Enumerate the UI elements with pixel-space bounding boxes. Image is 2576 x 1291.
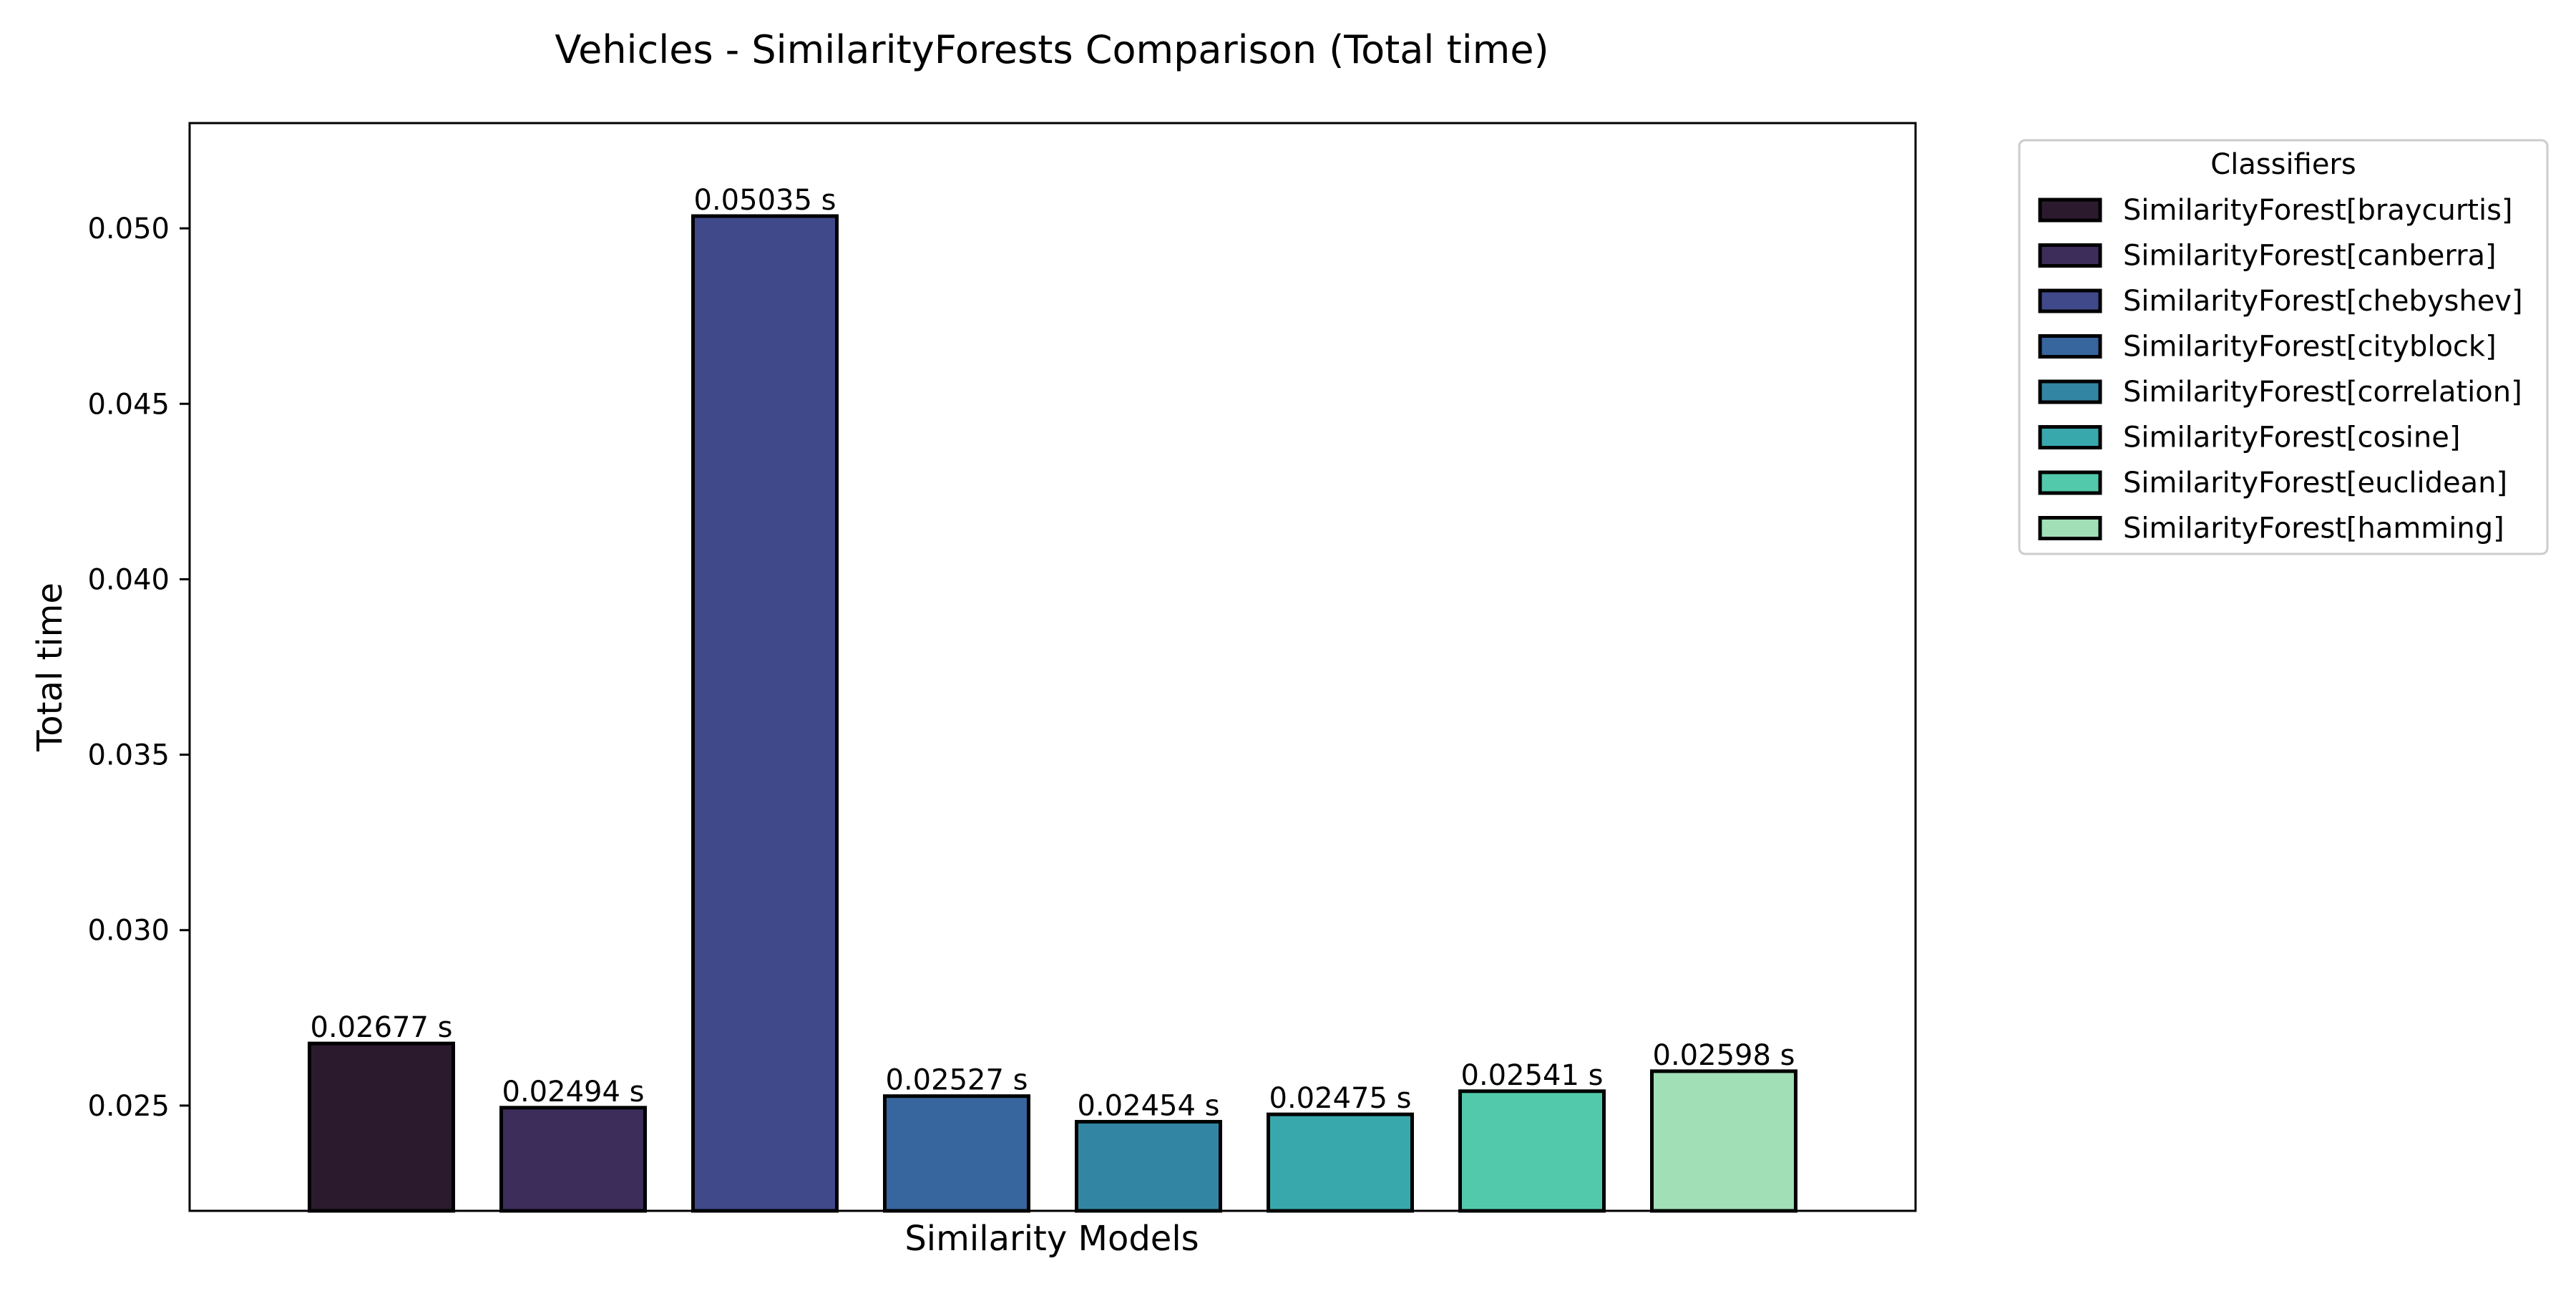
bar-value-label: 0.02454 s <box>1078 1089 1220 1122</box>
y-tick-label: 0.045 <box>87 388 170 421</box>
bar <box>883 1094 1030 1213</box>
plot-area-frame <box>188 122 1917 1212</box>
legend-label: SimilarityForest[canberra] <box>2123 240 2497 273</box>
legend-frame <box>2018 139 2549 555</box>
legend-label: SimilarityForest[cosine] <box>2123 422 2460 454</box>
bar-value-label: 0.05035 s <box>694 184 836 217</box>
chart-title: Vehicles - SimilarityForests Comparison … <box>555 27 1548 72</box>
y-tick-label: 0.050 <box>87 213 170 245</box>
x-axis-label: Similarity Models <box>904 1219 1199 1259</box>
bar-value-label: 0.02598 s <box>1653 1039 1795 1072</box>
legend-swatch <box>2038 516 2102 540</box>
bar-value-label: 0.02494 s <box>502 1076 645 1109</box>
bar-value-label: 0.02475 s <box>1269 1082 1412 1115</box>
y-tick-label: 0.035 <box>87 739 170 772</box>
legend-swatch <box>2038 243 2102 268</box>
bars-group <box>308 214 1797 1213</box>
legend-title: Classifiers <box>2210 148 2356 181</box>
legend-swatch <box>2038 334 2102 359</box>
bar <box>308 1041 455 1213</box>
legend-swatch <box>2038 288 2102 313</box>
y-tick-label: 0.040 <box>87 563 170 596</box>
legend-swatch <box>2038 425 2102 449</box>
bar <box>499 1106 647 1213</box>
legend-label: SimilarityForest[chebyshev] <box>2123 285 2523 318</box>
y-axis: 0.025 0.030 0.035 0.040 0.045 0.050 <box>87 213 190 1123</box>
y-tick-label: 0.030 <box>87 915 170 947</box>
y-axis-label: Total time <box>30 583 70 752</box>
bar <box>1075 1119 1222 1213</box>
legend-label: SimilarityForest[euclidean] <box>2123 467 2507 500</box>
legend-label: SimilarityForest[hamming] <box>2123 512 2504 545</box>
bar <box>1458 1089 1606 1213</box>
bar-value-label: 0.02541 s <box>1461 1059 1604 1092</box>
legend-label: SimilarityForest[cityblock] <box>2123 331 2497 364</box>
legend-swatch <box>2038 198 2102 223</box>
legend-items: SimilarityForest[braycurtis] SimilarityFo… <box>2038 194 2523 545</box>
legend-label: SimilarityForest[braycurtis] <box>2123 194 2513 227</box>
bar-value-label: 0.02527 s <box>886 1064 1028 1097</box>
bar <box>691 214 839 1213</box>
y-tick-label: 0.025 <box>87 1090 170 1123</box>
legend-swatch <box>2038 379 2102 404</box>
legend-label: SimilarityForest[correlation] <box>2123 376 2522 409</box>
legend-swatch <box>2038 470 2102 495</box>
legend: Classifiers SimilarityForest[braycurtis]… <box>2018 139 2549 555</box>
bar-value-label: 0.02677 s <box>311 1011 453 1044</box>
bar-labels-group: 0.02677 s 0.02494 s 0.05035 s 0.02527 s 0.02… <box>311 184 1795 1123</box>
bar <box>1650 1069 1797 1213</box>
bar <box>1267 1112 1414 1213</box>
